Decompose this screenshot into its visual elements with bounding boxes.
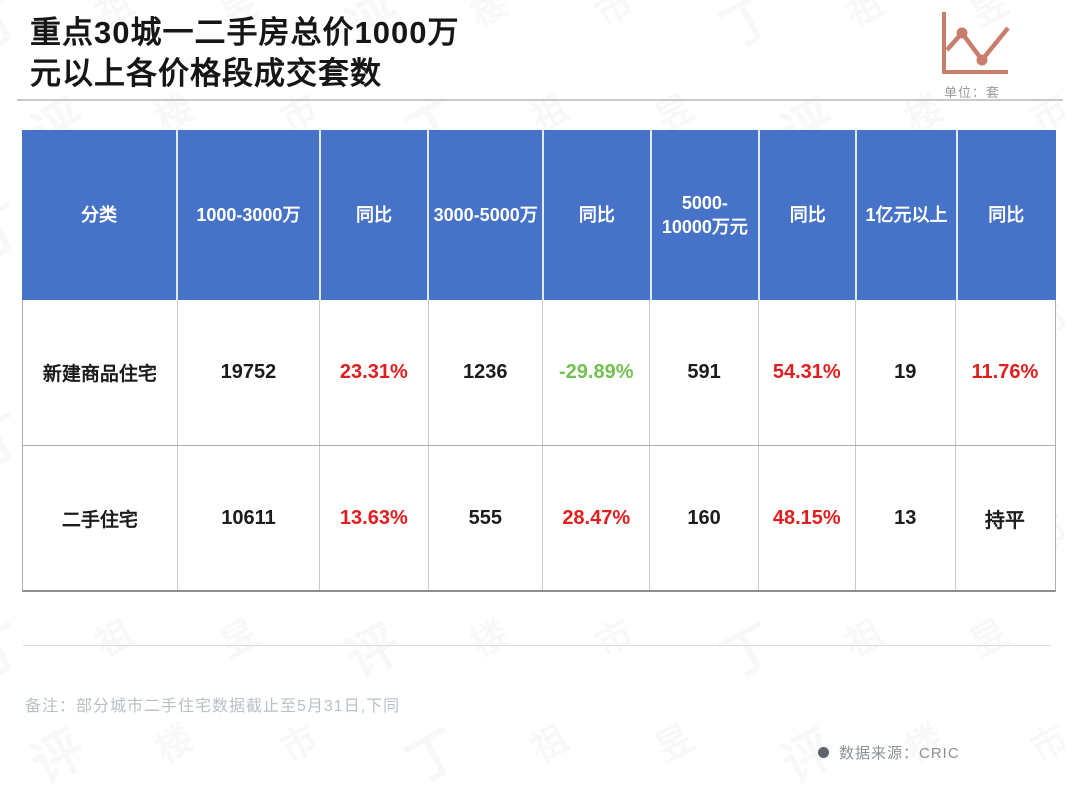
watermark-glyph: 祖 (838, 611, 890, 665)
table-cell: 13 (854, 446, 955, 590)
watermark-glyph: 市 (588, 0, 640, 35)
page-title-line1: 重点30城一二手房总价1000万 (30, 15, 460, 50)
column-header: 3000-5000万 (427, 130, 542, 300)
column-header: 1亿元以上 (855, 130, 955, 300)
table-body: 新建商品住宅 19752 23.31% 1236 -29.89% 591 54.31% 19 1… (22, 300, 1056, 592)
watermark-glyph: 祖 (88, 611, 140, 665)
table-cell: 54.31% (757, 300, 855, 445)
table-cell: 591 (649, 300, 757, 445)
watermark-glyph: 昱 (213, 611, 265, 665)
table-row: 新建商品住宅 19752 23.31% 1236 -29.89% 591 54.31% 19 1… (23, 300, 1055, 445)
table-cell: 555 (427, 446, 543, 590)
data-table: 分类 1000-3000万 同比 3000-5000万 同比 5000- 10000万元同… (22, 130, 1056, 592)
watermark-glyph: 丁 (712, 614, 786, 691)
table-cell: 23.31% (319, 300, 427, 445)
page-title: 重点30城一二手房总价1000万 元以上各价格段成交套数 (30, 12, 590, 94)
page-title-line2: 元以上各价格段成交套数 (30, 56, 382, 91)
table-cell: 19752 (176, 300, 319, 445)
data-source-label: 数据来源：CRIC (839, 745, 960, 762)
row-label: 新建商品住宅 (42, 364, 157, 385)
watermark-glyph: 丁 (397, 719, 471, 796)
table-cell: 13.63% (319, 446, 427, 590)
title-divider (17, 99, 1063, 101)
bullet-icon (818, 747, 829, 758)
watermark-glyph: 楼 (148, 716, 200, 770)
row-label: 二手住宅 (61, 509, 138, 531)
watermark-glyph: 评 (337, 614, 411, 691)
watermark-glyph: 昱 (648, 716, 700, 770)
watermark-glyph: 祖 (838, 0, 890, 35)
table-row: 二手住宅 10611 13.63% 555 28.47% 160 48.15% 13 持平 (23, 445, 1055, 590)
column-header: 同比 (542, 130, 650, 300)
unit-block: 单位：套 (928, 8, 1016, 101)
line-chart-icon (942, 12, 1010, 74)
table-cell: -29.89% (542, 300, 649, 445)
column-header: 同比 (955, 130, 1055, 300)
watermark-glyph: 丁 (712, 0, 786, 61)
watermark-glyph: 昱 (963, 611, 1015, 665)
watermark-glyph: 市 (588, 611, 640, 665)
table-cell: 1236 (427, 300, 543, 445)
watermark-glyph: 市 (1023, 716, 1075, 770)
footer-divider (23, 645, 1051, 646)
unit-label: 单位：套 (943, 85, 1000, 100)
table-cell: 11.76% (954, 300, 1054, 445)
table-cell: 19 (854, 300, 955, 445)
watermark-glyph: 楼 (463, 611, 515, 665)
column-header: 同比 (758, 130, 855, 300)
table-cell: 160 (649, 446, 757, 590)
table-cell: 48.15% (757, 446, 855, 590)
column-header: 1000-3000万 (176, 130, 319, 300)
watermark-glyph: 评 (22, 719, 96, 796)
watermark-glyph: 市 (273, 716, 325, 770)
table-header-row: 分类 1000-3000万 同比 3000-5000万 同比 5000- 10000万元同… (22, 130, 1056, 300)
watermark-glyph: 丁 (0, 614, 36, 691)
column-header: 5000- 10000万元 (649, 130, 759, 300)
table-cell: 28.47% (542, 446, 649, 590)
footnote: 备注：部分城市二手住宅数据截止至5月31日,下同 (25, 698, 401, 715)
watermark-glyph: 祖 (523, 716, 575, 770)
table-cell: 10611 (176, 446, 319, 590)
column-header: 分类 (81, 205, 118, 225)
column-header: 同比 (318, 130, 428, 300)
data-source: 数据来源：CRIC (818, 742, 960, 763)
table-cell: 持平 (954, 446, 1054, 590)
